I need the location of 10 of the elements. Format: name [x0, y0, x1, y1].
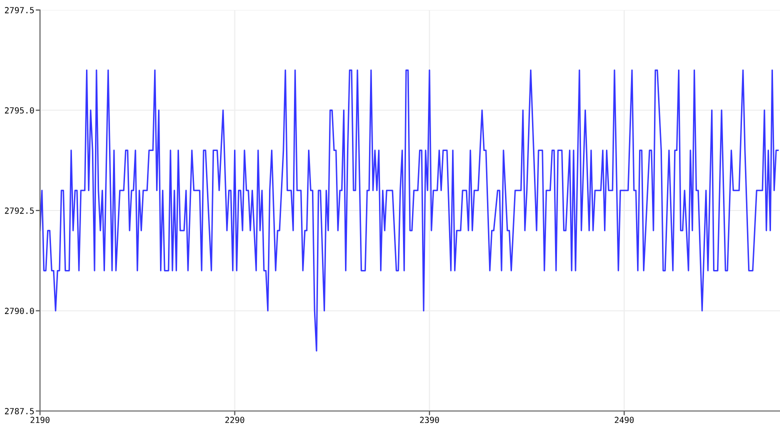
x-tick-label: 2390 — [420, 416, 439, 424]
line-series — [40, 69, 779, 352]
x-tick-label: 2190 — [30, 416, 50, 424]
y-tick-label: 2790.0 — [4, 308, 34, 314]
x-tick-label: 2290 — [225, 416, 244, 424]
y-tick-label: 2795.0 — [4, 107, 34, 114]
x-tick-label: 2490 — [614, 416, 634, 424]
y-tick-label: 2792.5 — [4, 208, 34, 214]
y-tick-label: 2797.5 — [4, 7, 34, 14]
y-tick-label: 2787.5 — [4, 408, 34, 414]
